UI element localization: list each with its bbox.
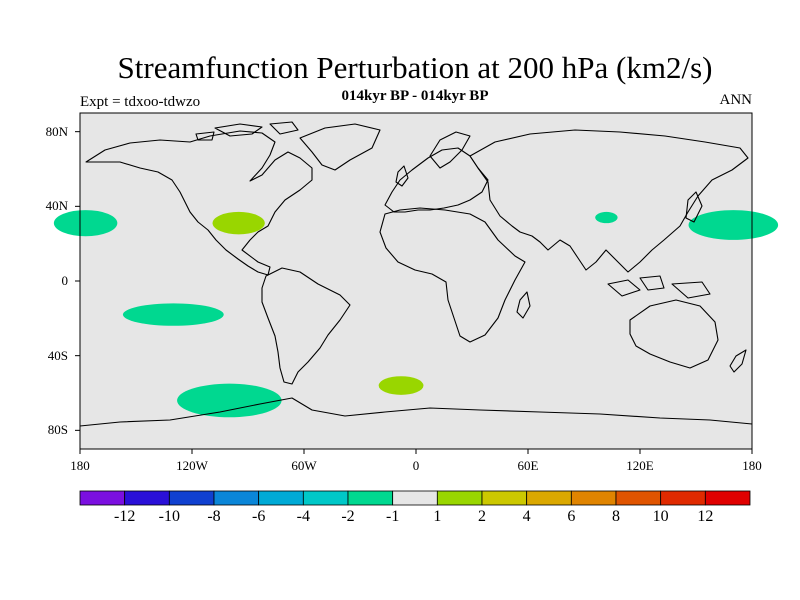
lon-tick-label: 120W	[176, 458, 208, 473]
colorbar-bin	[660, 490, 706, 506]
coastline-arctic-islands	[195, 121, 299, 141]
colorbar-label: -12	[113, 508, 136, 525]
colorbar-label: 2	[478, 508, 486, 525]
colorbar-bin	[79, 490, 126, 506]
lon-tick-label: 120E	[626, 458, 654, 473]
colorbar-bin	[213, 490, 260, 506]
season-label: ANN	[719, 92, 753, 108]
colorbar-bin	[392, 490, 438, 506]
coastline-japan	[685, 191, 703, 223]
colorbar-bin	[168, 490, 215, 506]
colorbar-label: -2	[341, 508, 355, 525]
experiment-label: Expt = tdxoo-tdwzo	[80, 94, 201, 110]
lon-tick-label: 60E	[517, 458, 539, 473]
coastline-australia	[629, 299, 719, 369]
coastlines	[79, 121, 753, 427]
coastline-south-america	[261, 267, 351, 385]
map-title: Streamfunction Perturbation at 200 hPa (…	[117, 50, 713, 85]
colorbar-bin	[570, 490, 617, 506]
colorbar-bin	[258, 490, 304, 506]
coastline-british-isles	[395, 165, 409, 187]
colorbar-bin	[124, 490, 170, 506]
anomaly-neg-southern-ocean	[177, 383, 282, 418]
colorbar-label: -10	[158, 508, 180, 525]
colorbar-label: 6	[567, 508, 576, 525]
colorbar-label: 8	[612, 508, 620, 525]
lat-tick-label: 80N	[45, 123, 68, 139]
lon-tick-label: 60W	[291, 458, 317, 473]
coastline-greenland	[299, 123, 381, 171]
coastline-north-america	[85, 130, 313, 276]
coastline-new-zealand	[729, 349, 747, 373]
coastline-africa	[379, 207, 526, 343]
anomaly-neg-south-pacific	[122, 303, 224, 326]
colorbar-bin	[347, 490, 394, 506]
coastline-asia	[469, 129, 749, 273]
colorbar-bin	[436, 490, 483, 506]
colorbar-label: 10	[652, 508, 669, 525]
colorbar-bin	[526, 490, 572, 506]
colorbar	[79, 490, 751, 506]
lon-tick-label: 180	[70, 458, 90, 473]
colorbar-label: -8	[207, 508, 221, 525]
colorbar-bin	[481, 490, 528, 506]
anomaly-pos-north-america	[212, 211, 265, 235]
lat-tick-label: 40S	[47, 347, 68, 363]
colorbar-bin	[615, 490, 662, 506]
lat-tick-label: 40N	[45, 198, 68, 214]
anomaly-neg-northwest-pacific	[688, 210, 779, 240]
lat-tick-label: 0	[61, 273, 69, 288]
colorbar-label: 1	[433, 508, 442, 525]
anomaly-neg-northeast-pacific	[53, 210, 118, 237]
colorbar-label: -6	[251, 508, 266, 525]
colorbar-label: 4	[522, 508, 531, 525]
colorbar-label: -4	[296, 508, 310, 525]
coastline-antarctica	[79, 397, 753, 427]
colorbar-label: -1	[385, 508, 400, 525]
anomaly-neg-central-asia	[595, 211, 618, 224]
coastline-europe	[384, 147, 489, 213]
coastline-madagascar	[516, 291, 531, 319]
lon-tick-label: 180	[742, 458, 762, 473]
lat-tick-label: 80S	[47, 422, 68, 438]
coastline-scandinavia	[429, 131, 471, 169]
colorbar-label: 12	[697, 508, 714, 525]
lon-tick-label: 0	[412, 458, 420, 473]
map-panel	[53, 112, 779, 454]
anomaly-contours	[53, 210, 779, 418]
axis-tick-marks	[75, 131, 753, 454]
colorbar-bin	[704, 490, 751, 506]
map-subtitle: 014kyr BP - 014kyr BP	[341, 88, 489, 104]
coastline-maritime-continent	[607, 275, 711, 299]
colorbar-bin	[302, 490, 349, 506]
anomaly-pos-south-atlantic	[378, 376, 424, 395]
